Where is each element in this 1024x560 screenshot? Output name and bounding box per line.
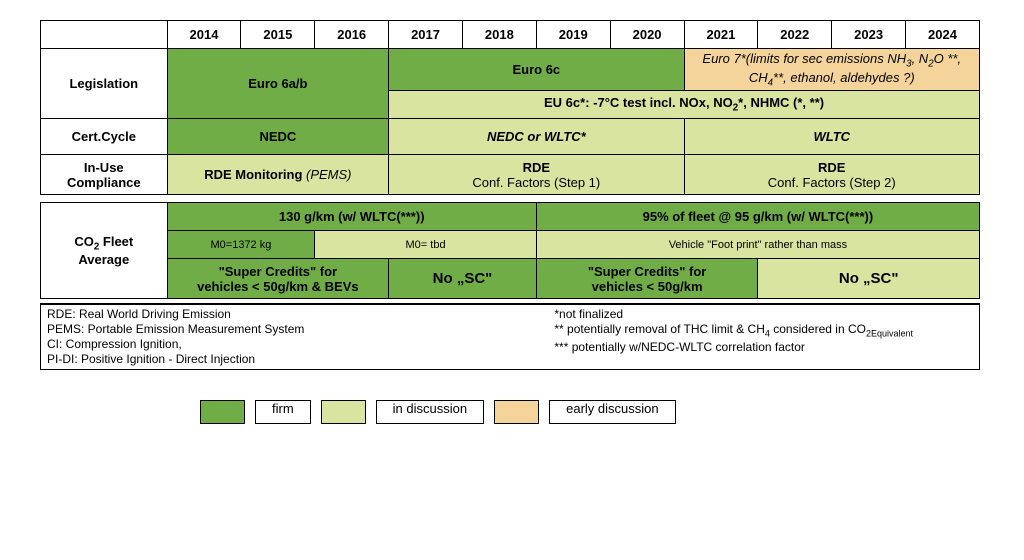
year-2015: 2015 <box>241 21 315 49</box>
legend-swatch-firm <box>200 400 245 424</box>
inuse-row: In-UseCompliance RDE Monitoring (PEMS) R… <box>41 155 980 195</box>
cell-euro7: Euro 7*(limits for sec emissions NH3, N2… <box>684 49 980 91</box>
year-header-row: 2014 2015 2016 2017 2018 2019 2020 2021 … <box>41 21 980 49</box>
year-2017: 2017 <box>389 21 463 49</box>
year-2020: 2020 <box>610 21 684 49</box>
legend-swatch-early <box>494 400 539 424</box>
cell-130g: 130 g/km (w/ WLTC(***)) <box>167 203 536 231</box>
cell-euro6ab: Euro 6a/b <box>167 49 389 119</box>
cell-nedc: NEDC <box>167 119 389 155</box>
fn-ci: CI: Compression Ignition, <box>47 337 304 352</box>
legend-label-firm: firm <box>255 400 311 424</box>
cell-euro6c: Euro 6c <box>389 49 684 91</box>
legend-swatch-discussion <box>321 400 366 424</box>
legend: firm in discussion early discussion <box>200 400 984 424</box>
inuse-label: In-UseCompliance <box>41 155 168 195</box>
cell-m0-1372: M0=1372 kg <box>167 231 315 259</box>
cell-footprint: Vehicle "Foot print" rather than mass <box>536 231 979 259</box>
fn-star1: *not finalized <box>554 307 913 322</box>
cell-wltc: WLTC <box>684 119 980 155</box>
cell-rde-pems: RDE Monitoring (PEMS) <box>167 155 389 195</box>
footnotes-left: RDE: Real World Driving Emission PEMS: P… <box>47 307 304 367</box>
fn-star2: ** potentially removal of THC limit & CH… <box>554 322 913 340</box>
co2-row-2: M0=1372 kg M0= tbd Vehicle "Foot print" … <box>41 231 980 259</box>
year-2023: 2023 <box>832 21 906 49</box>
year-2019: 2019 <box>536 21 610 49</box>
cell-no-sc-1: No „SC" <box>389 259 537 299</box>
fn-rde: RDE: Real World Driving Emission <box>47 307 304 322</box>
cell-95g: 95% of fleet @ 95 g/km (w/ WLTC(***)) <box>536 203 979 231</box>
cell-eu6c-cold: EU 6c*: -7°C test incl. NOx, NO2*, NHMC … <box>389 91 980 119</box>
legend-label-early: early discussion <box>549 400 676 424</box>
cert-cycle-row: Cert.Cycle NEDC NEDC or WLTC* WLTC <box>41 119 980 155</box>
co2-label: CO2 FleetAverage <box>41 203 168 299</box>
footnotes-box: RDE: Real World Driving Emission PEMS: P… <box>40 303 980 370</box>
legislation-row-1: Legislation Euro 6a/b Euro 6c Euro 7*(li… <box>41 49 980 91</box>
legislation-label: Legislation <box>41 49 168 119</box>
fn-pems: PEMS: Portable Emission Measurement Syst… <box>47 322 304 337</box>
year-2022: 2022 <box>758 21 832 49</box>
year-2016: 2016 <box>315 21 389 49</box>
cell-nedc-wltc: NEDC or WLTC* <box>389 119 684 155</box>
co2-row-1: CO2 FleetAverage 130 g/km (w/ WLTC(***))… <box>41 203 980 231</box>
cell-rde-step2: RDEConf. Factors (Step 2) <box>684 155 980 195</box>
cell-rde-step1: RDEConf. Factors (Step 1) <box>389 155 684 195</box>
co2-row-3: "Super Credits" forvehicles < 50g/km & B… <box>41 259 980 299</box>
year-2014: 2014 <box>167 21 241 49</box>
cert-label: Cert.Cycle <box>41 119 168 155</box>
cell-supercredits1: "Super Credits" forvehicles < 50g/km & B… <box>167 259 389 299</box>
year-2021: 2021 <box>684 21 758 49</box>
fn-pidi: PI-DI: Positive Ignition - Direct Inject… <box>47 352 304 367</box>
cell-supercredits2: "Super Credits" forvehicles < 50g/km <box>536 259 758 299</box>
fn-star3: *** potentially w/NEDC-WLTC correlation … <box>554 340 913 355</box>
cell-no-sc-2: No „SC" <box>758 259 980 299</box>
year-2024: 2024 <box>906 21 980 49</box>
cell-m0-tbd: M0= tbd <box>315 231 537 259</box>
year-2018: 2018 <box>462 21 536 49</box>
legend-label-discussion: in discussion <box>376 400 484 424</box>
footnotes-right: *not finalized ** potentially removal of… <box>554 307 973 367</box>
emissions-timeline-table: 2014 2015 2016 2017 2018 2019 2020 2021 … <box>40 20 980 299</box>
